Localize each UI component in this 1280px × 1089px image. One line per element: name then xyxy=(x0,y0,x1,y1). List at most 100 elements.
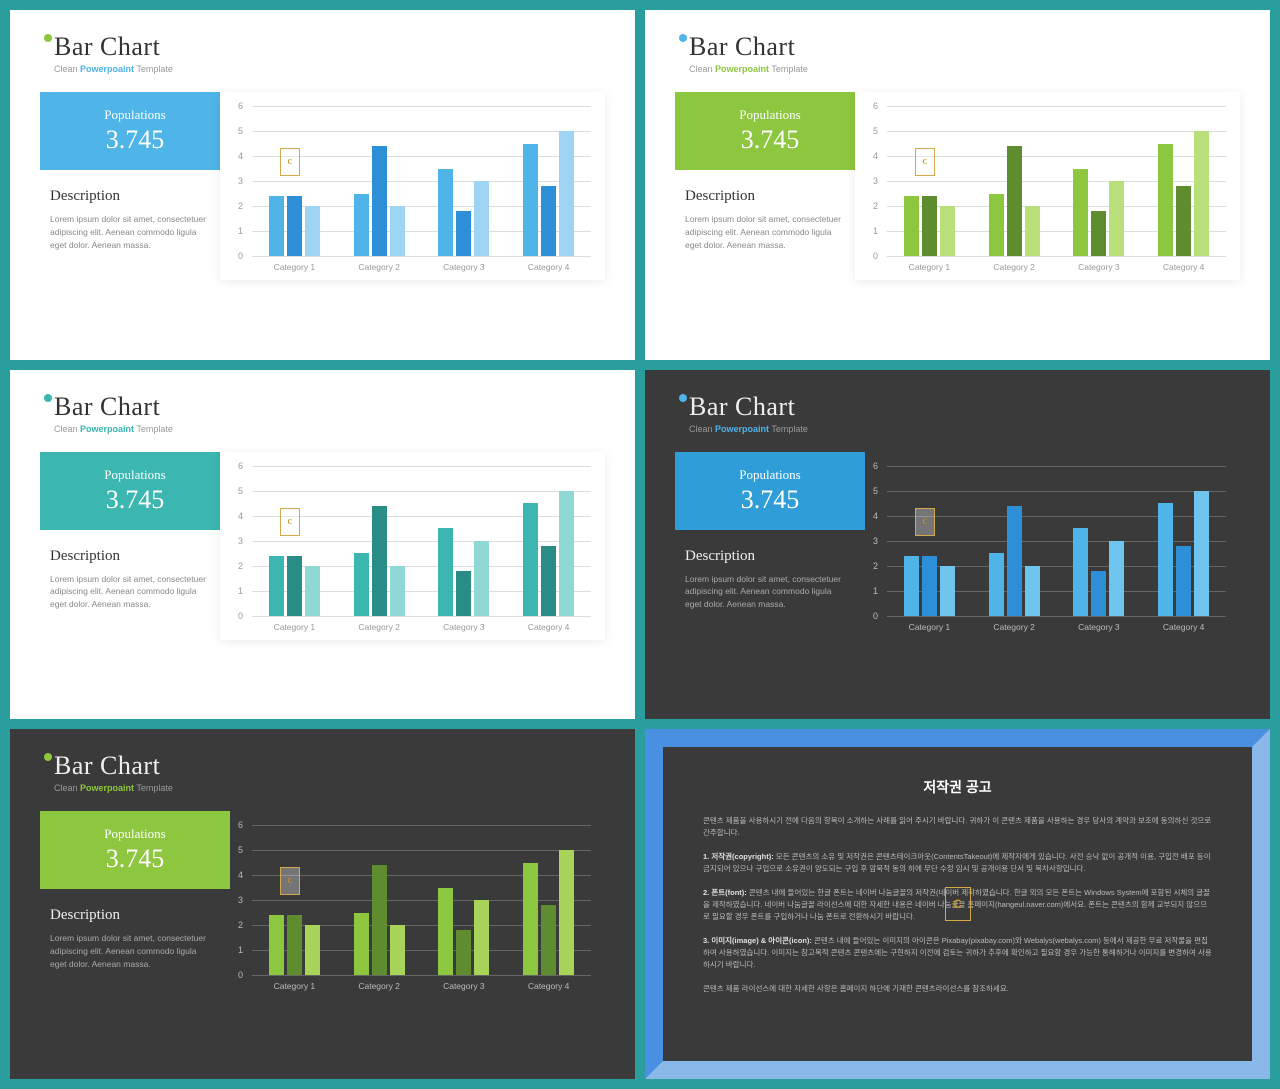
y-tick-label: 5 xyxy=(238,486,243,496)
y-tick-label: 5 xyxy=(238,126,243,136)
category-group xyxy=(887,106,972,256)
category-group xyxy=(252,106,337,256)
y-tick-label: 4 xyxy=(873,151,878,161)
bar xyxy=(390,206,405,256)
bar xyxy=(989,553,1004,616)
gridline xyxy=(887,616,1226,617)
slide-title: Bar Chart xyxy=(54,751,605,781)
copyright-title: 저작권 공고 xyxy=(703,777,1212,797)
bar xyxy=(305,206,320,256)
slide-3: Bar ChartClean Powerpoaint TemplatePopul… xyxy=(10,370,635,720)
y-tick-label: 6 xyxy=(238,461,243,471)
y-tick-label: 5 xyxy=(873,486,878,496)
bar xyxy=(456,211,471,256)
bar xyxy=(1007,146,1022,256)
badge-value: 3.745 xyxy=(741,125,800,155)
stat-badge: Populations3.745 xyxy=(40,811,230,889)
x-tick-label: Category 2 xyxy=(972,622,1057,632)
copyright-p2: 1. 저작권(copyright): 모든 콘텐츠의 소유 및 저작권은 콘텐츠… xyxy=(703,851,1212,875)
bar xyxy=(354,553,369,616)
bar xyxy=(390,925,405,975)
gridline xyxy=(252,616,591,617)
bar xyxy=(269,196,284,256)
bar xyxy=(922,196,937,256)
badge-title: Populations xyxy=(739,467,800,483)
y-tick-label: 0 xyxy=(238,251,243,261)
bar xyxy=(1194,131,1209,256)
copyright-p4: 3. 이미지(image) & 아이콘(icon): 콘텐츠 내에 들어있는 이… xyxy=(703,935,1212,971)
category-group xyxy=(972,106,1057,256)
x-tick-label: Category 2 xyxy=(972,262,1057,272)
slide-title: Bar Chart xyxy=(689,392,1240,422)
slide-subtitle: Clean Powerpoaint Template xyxy=(54,783,605,793)
y-tick-label: 1 xyxy=(238,586,243,596)
x-tick-label: Category 3 xyxy=(1057,262,1142,272)
x-tick-label: Category 4 xyxy=(506,622,591,632)
category-group xyxy=(972,466,1057,616)
bar-chart: 0123456C xyxy=(252,466,591,616)
bar xyxy=(1091,211,1106,256)
y-tick-label: 1 xyxy=(873,226,878,236)
x-tick-label: Category 4 xyxy=(506,981,591,991)
category-group xyxy=(1141,466,1226,616)
x-tick-label: Category 4 xyxy=(1141,622,1226,632)
chart-container: 0123456CCategory 1Category 2Category 3Ca… xyxy=(220,452,605,640)
y-tick-label: 0 xyxy=(873,611,878,621)
stat-badge: Populations3.745 xyxy=(675,92,865,170)
bar xyxy=(541,186,556,256)
x-tick-label: Category 2 xyxy=(337,622,422,632)
watermark-icon: C xyxy=(280,508,300,536)
y-tick-label: 0 xyxy=(873,251,878,261)
y-tick-label: 1 xyxy=(873,586,878,596)
category-group xyxy=(252,466,337,616)
accent-dot xyxy=(44,753,52,761)
accent-dot xyxy=(679,34,687,42)
category-group xyxy=(422,825,507,975)
watermark-icon: C xyxy=(280,148,300,176)
bar xyxy=(372,506,387,616)
bar xyxy=(523,503,538,616)
bar xyxy=(922,556,937,616)
bar xyxy=(1158,144,1173,257)
category-group xyxy=(1141,106,1226,256)
y-tick-label: 1 xyxy=(238,945,243,955)
bar xyxy=(456,571,471,616)
category-group xyxy=(422,466,507,616)
y-tick-label: 0 xyxy=(238,611,243,621)
bar xyxy=(1025,206,1040,256)
category-group xyxy=(506,106,591,256)
chart-container: 0123456CCategory 1Category 2Category 3Ca… xyxy=(220,92,605,280)
bar-chart: 0123456C xyxy=(252,106,591,256)
accent-dot xyxy=(44,34,52,42)
category-group xyxy=(337,466,422,616)
bar xyxy=(372,865,387,975)
copyright-p5: 콘텐츠 제품 라이선스에 대한 자세한 사항은 홈페이지 하단에 기재한 콘텐츠… xyxy=(703,983,1212,995)
y-tick-label: 3 xyxy=(873,176,878,186)
description-heading: Description xyxy=(50,188,240,205)
x-tick-label: Category 1 xyxy=(887,622,972,632)
x-tick-label: Category 1 xyxy=(252,622,337,632)
chart-container: 0123456CCategory 1Category 2Category 3Ca… xyxy=(855,92,1240,280)
slide-5: Bar Chart Clean Powerpoaint Template Popul… xyxy=(10,729,635,1079)
description-heading: Description xyxy=(50,907,240,924)
bar xyxy=(940,566,955,616)
bar xyxy=(305,925,320,975)
bar xyxy=(474,181,489,256)
bar xyxy=(269,556,284,616)
badge-title: Populations xyxy=(104,467,165,483)
slide-1: Bar ChartClean Powerpoaint TemplatePopul… xyxy=(10,10,635,360)
gridline xyxy=(252,975,591,976)
y-tick-label: 6 xyxy=(873,461,878,471)
badge-title: Populations xyxy=(104,107,165,123)
description-heading: Description xyxy=(685,548,875,565)
badge-value: 3.745 xyxy=(106,844,165,874)
bar xyxy=(438,169,453,257)
bar xyxy=(1025,566,1040,616)
x-tick-label: Category 3 xyxy=(1057,622,1142,632)
y-tick-label: 4 xyxy=(238,511,243,521)
y-tick-label: 3 xyxy=(238,176,243,186)
y-tick-label: 6 xyxy=(238,820,243,830)
gridline xyxy=(252,256,591,257)
y-tick-label: 6 xyxy=(238,101,243,111)
slide-4: Bar ChartClean Powerpoaint TemplatePopul… xyxy=(645,370,1270,720)
